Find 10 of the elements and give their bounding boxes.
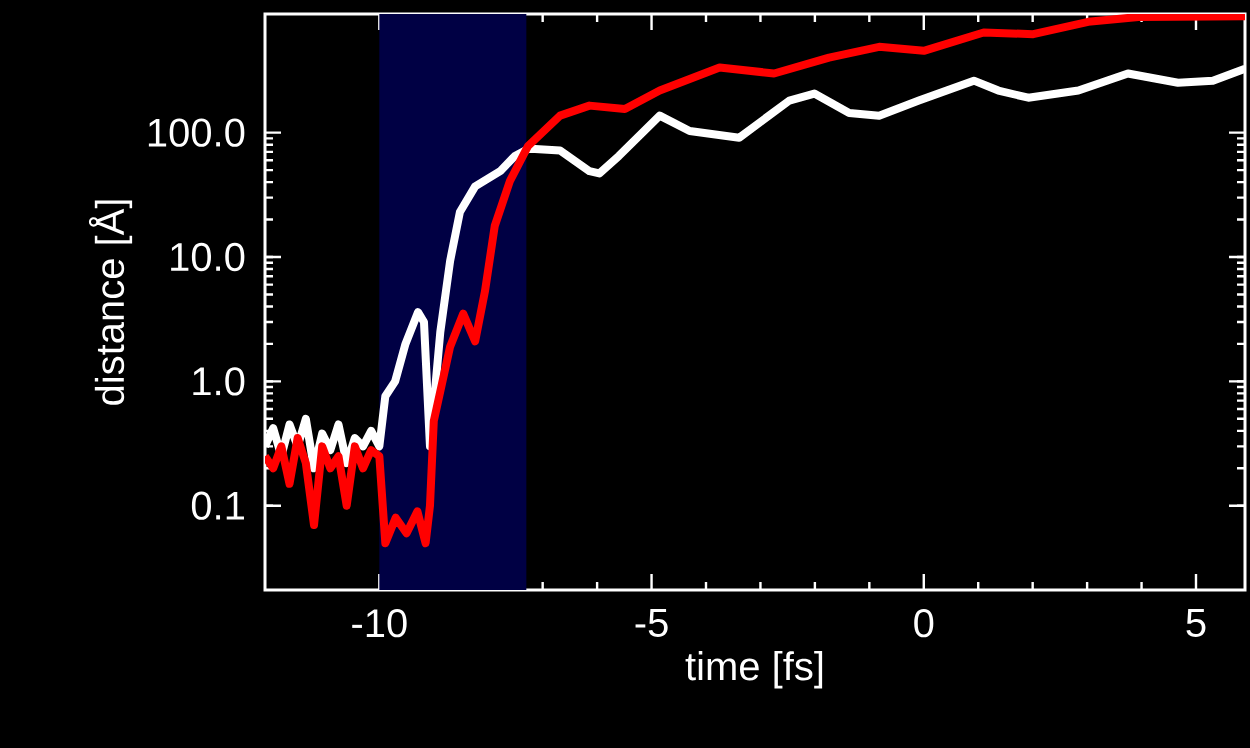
y-tick-label: 0.1 [191,491,244,520]
x-tick-label: 5 [1186,609,1206,637]
y-tick-label: 10.0 [171,242,245,272]
y-tick-label: 100.0 [148,118,245,147]
x-axis-title: time [fs] [685,651,823,689]
x-tick-label: -10 [352,609,407,638]
x-tick-label: 0 [914,609,934,638]
y-tick-label: 1.0 [193,367,245,396]
x-tick-label: -5 [635,609,668,637]
y-axis-title: distance [Å] [88,200,133,405]
